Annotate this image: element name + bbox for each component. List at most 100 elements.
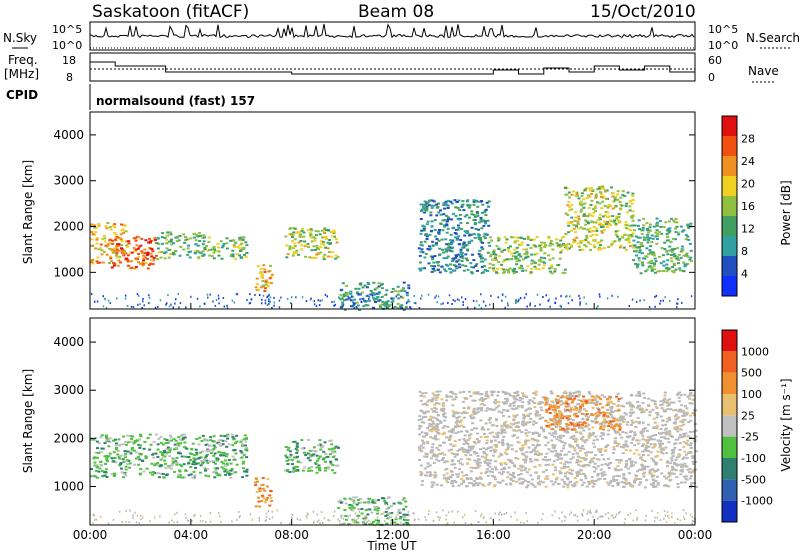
colorbar-cell [722, 196, 737, 216]
colorbar-cell [722, 176, 737, 196]
freq-trace [90, 61, 695, 75]
colorbar-tick-label: 16 [741, 200, 755, 213]
station-title: Saskatoon (fitACF) [92, 2, 249, 22]
colorbar-cell [722, 500, 737, 522]
power-ylabel: Slant Range [km] [21, 160, 35, 264]
scatter-region-7 [417, 199, 492, 275]
power-y-axis: 4000 3000 2000 1000 [53, 128, 695, 279]
time-axis: 00:00 04:00 08:00 12:00 16:00 20:00 00:00 [73, 303, 713, 542]
colorbar-cell [722, 276, 737, 296]
y-tick-label: 4000 [53, 128, 84, 142]
colorbar-tick-label: 28 [741, 133, 755, 146]
colorbar-tick-label: 100 [741, 388, 762, 401]
scatter-region-5 [284, 227, 340, 261]
colorbar-cell [722, 415, 737, 437]
colorbar-frame [721, 329, 738, 523]
colorbar-tick-label: 20 [741, 178, 755, 191]
colorbar-tick-label: 24 [741, 155, 755, 168]
nave-label: Nave [748, 64, 779, 78]
colorbar-tick-label: 500 [741, 367, 762, 380]
power-colorbar: 28 24 20 16 12 8 4 [721, 115, 755, 297]
colorbar-cell [722, 216, 737, 236]
x-tick-label: 04:00 [174, 528, 209, 542]
y-tick-label: 3000 [53, 383, 84, 397]
freq-tick-top: 18 [62, 54, 76, 67]
time-axis-label: Time UT [366, 539, 417, 553]
colorbar-tick-label: 8 [741, 245, 748, 258]
colorbar-tick-label: -500 [741, 473, 766, 486]
nsky-tick-top: 10^5 [52, 23, 82, 36]
colorbar-cell [722, 116, 737, 136]
x-tick-label: 08:00 [274, 528, 309, 542]
nsearch-label: N.Search [746, 31, 800, 45]
colorbar-cell [722, 436, 737, 458]
colorbar-cell [722, 156, 737, 176]
scatter-region-9 [563, 185, 635, 251]
colorbar-cell [722, 136, 737, 156]
colorbar-frame [721, 115, 738, 297]
x-tick-label: 00:00 [678, 528, 713, 542]
freq-label: Freq. [8, 53, 38, 67]
colorbar-cell [722, 351, 737, 373]
cpid-label: CPID [6, 88, 38, 102]
cpid-value: normalsound (fast) 157 [96, 94, 255, 108]
colorbar-tick-label: -1000 [741, 495, 773, 508]
colorbar-cell [722, 479, 737, 501]
scatter-region-5 [544, 395, 622, 431]
scatter-region-2 [284, 439, 340, 474]
scatter-region-2 [155, 231, 207, 261]
y-tick-label: 3000 [53, 174, 84, 188]
scatter-region-4 [254, 264, 274, 292]
colorbar-tick-label: 1000 [741, 345, 769, 358]
velocity-colorbar-label: Velocity [m s⁻¹] [779, 378, 793, 471]
y-tick-label: 4000 [53, 335, 84, 349]
nave-tick-top: 60 [708, 54, 722, 67]
x-tick-label: 16:00 [476, 528, 511, 542]
freq-line [90, 61, 695, 75]
beam-label: Beam 08 [358, 2, 434, 22]
power-data-layer [90, 112, 695, 311]
date-label: 15/Oct/2010 [590, 2, 696, 22]
power-colorbar-label: Power [dB] [779, 180, 793, 245]
x-tick-label: 20:00 [577, 528, 612, 542]
velocity-y-axis: 4000 3000 2000 1000 [53, 335, 695, 493]
colorbar-cell [722, 256, 737, 276]
low-range-noise [90, 293, 693, 309]
velocity-data-layer [90, 318, 698, 527]
y-tick-label: 2000 [53, 431, 84, 445]
nsearch-tick-top: 10^5 [708, 23, 738, 36]
colorbar-cell [722, 372, 737, 394]
colorbar-cell [722, 458, 737, 480]
scatter-region-3 [203, 236, 249, 261]
nsky-trace [89, 23, 695, 49]
colorbar-tick-label: -25 [741, 431, 759, 444]
colorbar-tick-label: 25 [741, 409, 755, 422]
nave-tick-bottom: 0 [708, 71, 715, 84]
x-tick-label: 00:00 [73, 528, 108, 542]
velocity-ylabel: Slant Range [km] [21, 369, 35, 473]
freq-tick-bottom: 8 [66, 71, 73, 84]
colorbar-tick-label: -100 [741, 452, 766, 465]
velocity-colorbar: 1000 500 100 25 -25 -100 -500 -1000 [721, 329, 773, 523]
x-tick-label: 12:00 [375, 528, 410, 542]
nsky-line [89, 23, 695, 39]
colorbar-cell [722, 330, 737, 352]
scatter-region-10 [632, 217, 693, 275]
colorbar-cell [722, 236, 737, 256]
freq-unit: [MHz] [4, 67, 39, 81]
y-tick-label: 1000 [53, 265, 84, 279]
panel-background [90, 112, 695, 309]
nsky-tick-bottom: 10^0 [52, 39, 82, 52]
scatter-region-1 [254, 477, 274, 508]
low-range-noise [92, 509, 696, 525]
y-tick-label: 2000 [53, 220, 84, 234]
colorbar-cell [722, 394, 737, 416]
nsky-label: N.Sky [3, 31, 37, 45]
scatter-region-1 [110, 235, 158, 270]
nsearch-tick-bottom: 10^0 [708, 39, 738, 52]
y-tick-label: 1000 [53, 479, 84, 493]
colorbar-tick-label: 4 [741, 268, 748, 281]
scatter-region-0 [90, 222, 129, 265]
scatter-region-8 [488, 235, 567, 275]
